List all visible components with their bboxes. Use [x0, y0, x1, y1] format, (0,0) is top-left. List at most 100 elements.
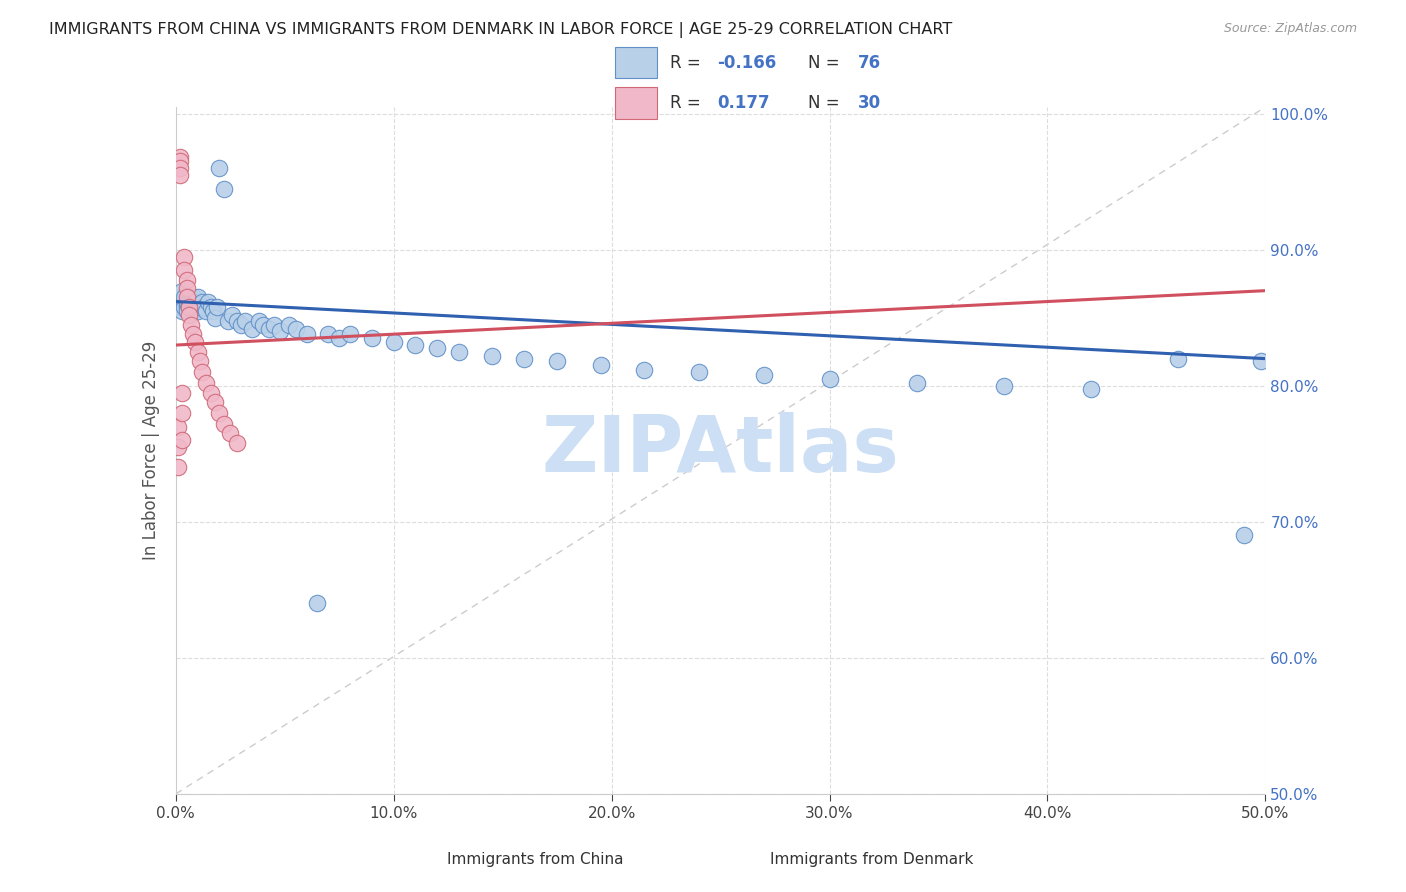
Point	[188, 300, 211, 314]
Point	[212, 181, 235, 195]
Point	[205, 300, 228, 314]
Point	[167, 294, 190, 309]
Point	[589, 359, 612, 373]
Point	[259, 322, 281, 336]
Point	[172, 297, 194, 311]
Point	[172, 304, 194, 318]
Point	[181, 290, 204, 304]
Point	[235, 313, 257, 327]
Point	[1232, 528, 1256, 542]
Point	[180, 318, 202, 332]
Point	[307, 597, 329, 611]
Point	[1080, 382, 1102, 396]
Point	[219, 426, 242, 441]
Point	[208, 161, 231, 176]
Point	[186, 290, 209, 304]
Point	[172, 284, 194, 298]
Point	[176, 290, 198, 304]
Point	[176, 297, 198, 311]
Text: N =: N =	[808, 54, 845, 72]
Point	[173, 294, 195, 309]
Point	[191, 365, 214, 379]
Point	[167, 440, 190, 454]
Point	[180, 297, 202, 311]
Point	[208, 406, 231, 420]
Point	[169, 150, 191, 164]
Point	[818, 372, 841, 386]
Point	[169, 290, 191, 304]
Point	[221, 308, 243, 322]
Point	[176, 281, 198, 295]
Point	[188, 297, 211, 311]
Point	[269, 325, 291, 339]
Point	[195, 304, 218, 318]
Point	[993, 379, 1015, 393]
Point	[184, 335, 207, 350]
Point	[204, 310, 226, 325]
Point	[382, 335, 405, 350]
Point	[360, 331, 382, 345]
Point	[225, 313, 247, 327]
Point	[240, 322, 263, 336]
Point	[173, 300, 195, 314]
Point	[318, 327, 340, 342]
Point	[172, 385, 194, 400]
Point	[188, 354, 211, 368]
Text: IMMIGRANTS FROM CHINA VS IMMIGRANTS FROM DENMARK IN LABOR FORCE | AGE 25-29 CORR: IMMIGRANTS FROM CHINA VS IMMIGRANTS FROM…	[49, 22, 952, 38]
Point	[186, 344, 209, 359]
Point	[1167, 351, 1189, 366]
Point	[212, 417, 235, 431]
Point	[278, 318, 301, 332]
Point	[200, 300, 222, 314]
Point	[405, 338, 427, 352]
Point	[186, 304, 209, 318]
Point	[905, 376, 928, 391]
Point	[197, 294, 219, 309]
Point	[180, 294, 202, 309]
Point	[201, 304, 224, 318]
Text: N =: N =	[808, 94, 845, 112]
Point	[1250, 354, 1272, 368]
Point	[193, 300, 215, 314]
Point	[177, 300, 200, 314]
Point	[263, 318, 285, 332]
FancyBboxPatch shape	[616, 47, 658, 78]
Point	[546, 354, 568, 368]
Point	[513, 351, 536, 366]
Point	[225, 436, 247, 450]
Point	[177, 294, 200, 309]
Point	[184, 300, 207, 314]
Point	[172, 406, 194, 420]
Point	[177, 297, 200, 311]
Point	[169, 300, 191, 314]
Point	[184, 294, 207, 309]
Point	[217, 313, 239, 327]
Text: R =: R =	[669, 54, 706, 72]
Point	[186, 300, 209, 314]
Text: 0.177: 0.177	[717, 94, 769, 112]
Point	[481, 349, 503, 363]
Point	[176, 300, 198, 314]
Point	[169, 161, 191, 176]
Point	[176, 304, 198, 318]
FancyBboxPatch shape	[616, 87, 658, 119]
Point	[204, 395, 226, 409]
Point	[426, 341, 449, 355]
Point	[173, 250, 195, 264]
Text: Source: ZipAtlas.com: Source: ZipAtlas.com	[1223, 22, 1357, 36]
Point	[688, 365, 710, 379]
Point	[328, 331, 350, 345]
Text: ZIPAtlas: ZIPAtlas	[541, 412, 900, 489]
Point	[167, 460, 190, 475]
Point	[295, 327, 318, 342]
Point	[180, 300, 202, 314]
Text: 30: 30	[858, 94, 880, 112]
Point	[195, 376, 218, 391]
Point	[173, 290, 195, 304]
Text: -0.166: -0.166	[717, 54, 776, 72]
Text: Immigrants from China: Immigrants from China	[447, 853, 624, 867]
Point	[176, 294, 198, 309]
Point	[200, 385, 222, 400]
Point	[176, 273, 198, 287]
Text: R =: R =	[669, 94, 706, 112]
